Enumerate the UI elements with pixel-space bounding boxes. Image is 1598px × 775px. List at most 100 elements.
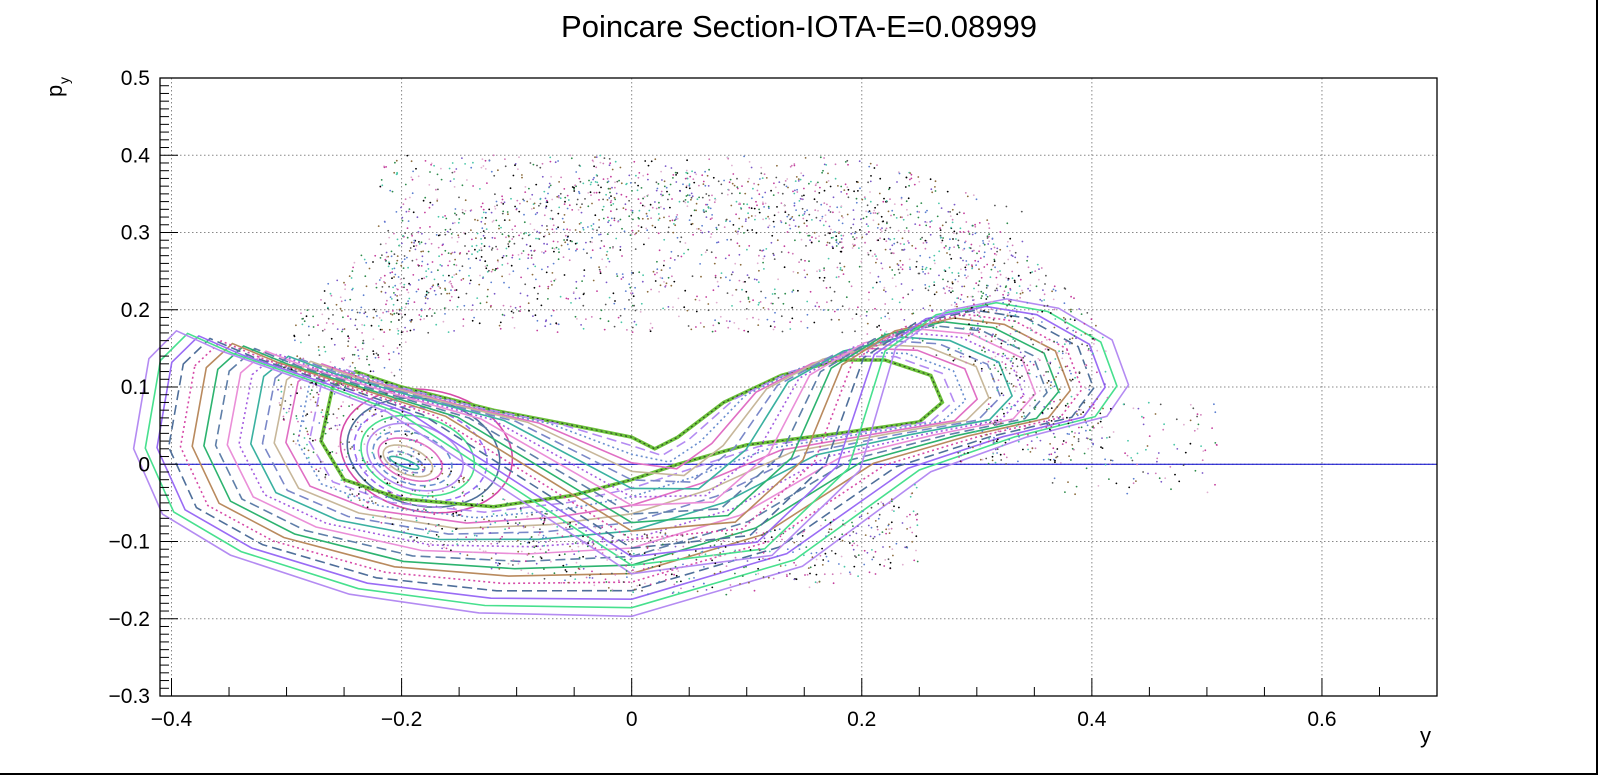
chaos-point [1052, 298, 1055, 301]
chaos-point [641, 589, 643, 592]
chaos-point [390, 492, 393, 494]
chaos-point [795, 176, 798, 178]
chaos-point [614, 198, 617, 201]
chaos-point [634, 309, 637, 312]
chaos-point [824, 220, 827, 223]
chaos-point [418, 314, 421, 316]
chaos-point [1035, 375, 1038, 378]
chaos-point [840, 205, 843, 208]
chaos-point [610, 195, 612, 198]
chaos-point [482, 230, 485, 233]
chaos-point [975, 198, 978, 201]
chaos-point [385, 393, 387, 395]
chaos-point [1074, 376, 1076, 379]
chaos-point [312, 439, 314, 442]
chaos-point [857, 190, 859, 192]
chaos-point [591, 228, 594, 230]
chaos-point [616, 275, 619, 277]
chaos-point [960, 460, 963, 463]
chaos-point [1029, 271, 1032, 274]
chaos-point [442, 490, 444, 492]
orbit-contour [382, 444, 434, 478]
chaos-point [893, 505, 895, 508]
chaos-point [797, 289, 799, 292]
chaos-point [1059, 415, 1061, 418]
chaos-point [421, 496, 424, 499]
chaos-point [729, 178, 732, 181]
chaos-point [820, 203, 823, 206]
chaos-point [431, 261, 434, 263]
chaos-point [974, 223, 976, 226]
chaos-point [404, 433, 407, 436]
chaos-point [536, 319, 539, 322]
chaos-point [405, 302, 408, 305]
chaos-point [442, 320, 445, 323]
chaos-point [403, 283, 406, 286]
chaos-point [458, 269, 461, 272]
chaos-point [1012, 338, 1015, 340]
chaos-point [690, 196, 693, 199]
chaos-point [1008, 402, 1011, 405]
chaos-point [381, 328, 383, 331]
chaos-point [527, 253, 530, 256]
chaos-point [655, 189, 658, 192]
chaos-point [478, 283, 481, 286]
chaos-point [375, 433, 378, 436]
chaos-point [1078, 308, 1081, 310]
chaos-point [401, 316, 403, 318]
chaos-point [737, 230, 739, 233]
chaos-point [1122, 403, 1125, 406]
chaos-point [456, 538, 459, 540]
chaos-point [888, 317, 891, 320]
chaos-point [381, 184, 384, 187]
chaos-point [453, 263, 456, 266]
chaos-point [406, 227, 409, 230]
chaos-point [850, 232, 853, 235]
chaos-point [361, 457, 364, 460]
chaos-point [823, 267, 825, 270]
chaos-point [1073, 435, 1076, 438]
chaos-point [1027, 287, 1029, 290]
chaos-point [916, 560, 919, 563]
chaos-point [1039, 298, 1042, 301]
chaos-point [858, 247, 860, 250]
chaos-point [735, 288, 737, 291]
chaos-point [551, 523, 554, 526]
chaos-point [381, 254, 383, 256]
chaos-point [971, 264, 973, 267]
chaos-point [667, 306, 670, 308]
chaos-point [995, 253, 998, 256]
chaos-point [1017, 347, 1020, 349]
chaos-point [590, 256, 592, 259]
chaos-point [903, 243, 905, 246]
chaos-point [522, 250, 525, 252]
chaos-point [1045, 339, 1048, 341]
chaos-point [729, 589, 732, 592]
chaos-point [897, 264, 900, 267]
chaos-point [792, 190, 794, 193]
chaos-point [539, 517, 542, 519]
chaos-point [1071, 378, 1074, 381]
chaos-point [555, 541, 558, 543]
chaos-point [833, 290, 836, 293]
chaos-point [331, 451, 334, 453]
chaos-point [905, 335, 907, 338]
chaos-point [561, 217, 564, 220]
chaos-point [823, 202, 826, 205]
chaos-point [1018, 285, 1021, 287]
chaos-point [1021, 395, 1024, 398]
chaos-point [341, 443, 344, 445]
chaos-point [436, 173, 439, 176]
chaos-point [764, 558, 766, 561]
chaos-point [1030, 440, 1033, 442]
chaos-point [481, 216, 484, 219]
chaos-point [1164, 477, 1167, 480]
chaos-point [1014, 256, 1017, 259]
chaos-point [747, 298, 750, 300]
chaos-point [403, 277, 405, 280]
chaos-point [606, 233, 609, 236]
chaos-point [578, 556, 581, 559]
chaos-point [784, 211, 787, 214]
chaos-point [810, 552, 813, 555]
chaos-point [632, 591, 635, 594]
